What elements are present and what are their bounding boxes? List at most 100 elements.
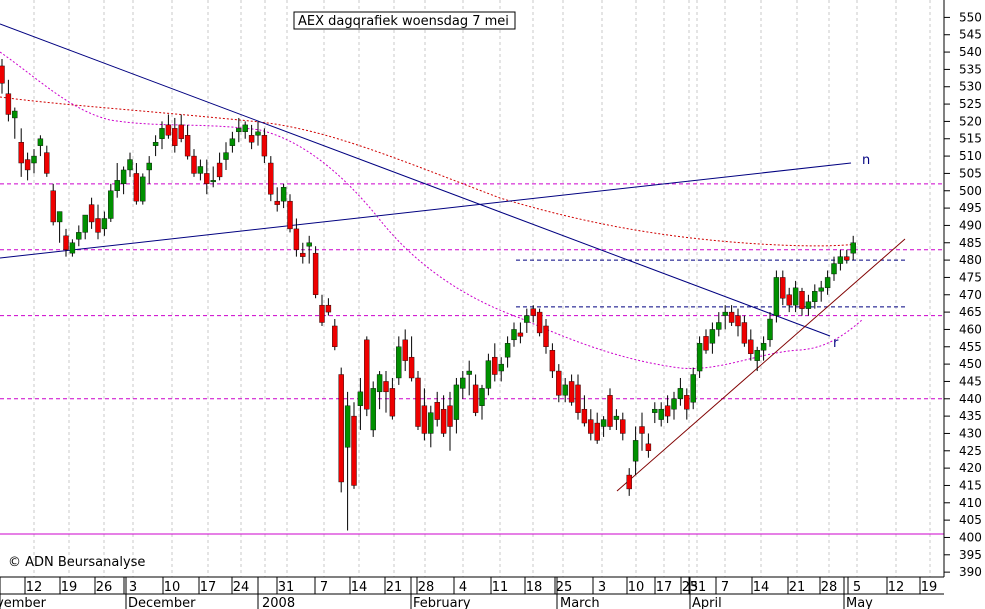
candle-body-down — [338, 374, 344, 483]
candle — [588, 409, 594, 441]
candle-body-up — [56, 211, 63, 223]
candle-body-down — [434, 402, 440, 420]
candle-body-down — [300, 252, 306, 257]
annotation-n: n — [862, 153, 870, 168]
candle — [338, 367, 344, 493]
candle-body-up — [504, 343, 511, 358]
candle — [613, 409, 620, 430]
y-tick-label: 545 — [959, 28, 982, 42]
candle — [95, 204, 101, 240]
candle — [479, 384, 485, 420]
candle-body-down — [626, 474, 632, 490]
candle — [18, 128, 24, 177]
y-axis-ticks: 390 395 400 405 410 415 420 425 430 435 440 445 450 4… — [944, 10, 982, 579]
candle-body-up — [396, 346, 402, 379]
candle-body-down — [351, 415, 357, 486]
candle — [69, 239, 76, 257]
candle — [280, 183, 287, 209]
month-label: April — [692, 596, 722, 609]
y-tick-label: 495 — [959, 201, 982, 215]
candle-body-down — [268, 162, 274, 195]
y-tick-label: 490 — [959, 218, 982, 232]
candle — [50, 183, 56, 226]
candle — [472, 374, 479, 417]
y-tick-label: 510 — [959, 149, 982, 163]
candle-body-up — [236, 128, 242, 133]
candle — [24, 152, 31, 181]
candle-body-up — [357, 391, 364, 406]
candle — [799, 287, 805, 316]
candle-body-down — [664, 405, 671, 417]
candle — [191, 149, 197, 177]
candle — [402, 329, 408, 372]
candle-body-up — [479, 388, 485, 406]
candle — [216, 152, 223, 181]
x-tick-label: 5 — [853, 580, 861, 595]
candle-body-up — [453, 384, 460, 420]
candle — [236, 117, 242, 143]
y-tick-label: 525 — [959, 97, 982, 111]
candle — [524, 308, 530, 333]
x-tick-label: 11 — [492, 580, 509, 595]
candle — [127, 152, 133, 177]
y-tick-label: 480 — [959, 253, 982, 267]
candle-body-up — [652, 408, 658, 413]
y-tick-label: 550 — [959, 10, 982, 24]
candle — [735, 308, 741, 337]
candle — [786, 287, 792, 313]
candle-body-up — [812, 291, 818, 302]
month-label: March — [560, 596, 600, 609]
candle — [530, 305, 536, 323]
candle — [568, 374, 575, 406]
x-tick-label: 28 — [418, 580, 435, 595]
candle-body-down — [389, 388, 396, 417]
x-tick-label: 14 — [351, 580, 368, 595]
candle — [434, 391, 440, 427]
month-label: December — [128, 596, 196, 609]
month-label: vember — [0, 596, 47, 609]
candle — [319, 294, 325, 326]
y-tick-label: 500 — [959, 184, 982, 198]
candles — [0, 59, 856, 531]
candle — [709, 322, 716, 354]
candle — [76, 225, 82, 247]
moving-averages — [0, 51, 863, 370]
x-tick-label: 7 — [721, 580, 729, 595]
candle — [56, 211, 63, 243]
y-tick-label: 505 — [959, 166, 982, 180]
candle-body-down — [364, 339, 370, 410]
candle — [440, 395, 447, 437]
candle — [172, 117, 178, 153]
y-tick-label: 450 — [959, 357, 982, 371]
x-tick-label: 12 — [888, 580, 905, 595]
candle-body-up — [69, 242, 76, 254]
candle-body-down — [530, 308, 536, 316]
candle-body-up — [376, 374, 383, 393]
candle — [364, 336, 370, 417]
candle — [581, 395, 588, 427]
candle — [63, 228, 69, 257]
candle — [370, 381, 376, 437]
candle-body-down — [575, 384, 581, 413]
candle-body-up — [466, 370, 472, 375]
ma-long-line — [0, 96, 859, 247]
candle — [287, 194, 293, 233]
candle-body-up — [242, 124, 248, 133]
y-tick-label: 440 — [959, 392, 982, 406]
candle — [492, 343, 498, 382]
candle — [607, 388, 613, 430]
candle-body-up — [101, 218, 108, 230]
candle-body-down — [607, 395, 613, 427]
candle — [12, 107, 18, 139]
candle — [5, 79, 12, 122]
candle-body-up — [677, 388, 684, 399]
candle — [389, 377, 396, 420]
candle-body-down — [24, 159, 31, 171]
candle-body-down — [204, 173, 210, 185]
y-tick-label: 430 — [959, 426, 982, 440]
candle — [415, 371, 421, 430]
candle — [312, 246, 319, 299]
candle — [120, 166, 127, 195]
candle-body-up — [146, 162, 152, 171]
x-tick-label: 21 — [386, 580, 403, 595]
